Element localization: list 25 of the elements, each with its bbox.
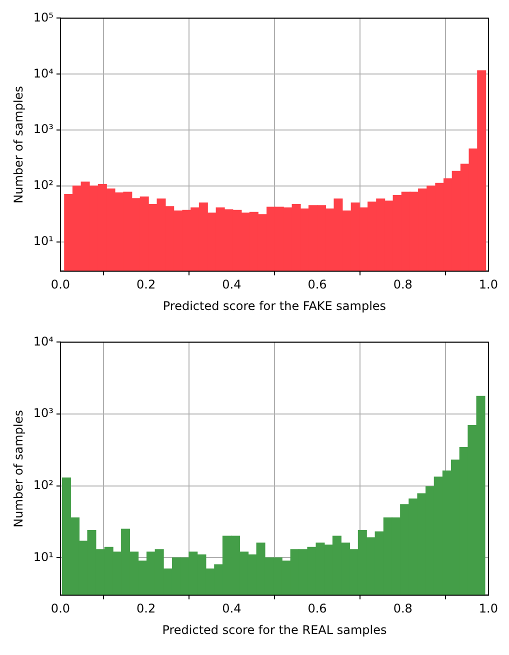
y-axis-title: Number of samples (11, 86, 26, 204)
x-tick-label: 0.0 (50, 278, 70, 292)
y-tick-label: 10⁴ (33, 66, 54, 80)
x-tick-label: 0.8 (393, 278, 412, 292)
x-tick-label: 0.2 (136, 278, 156, 292)
y-tick-label: 10² (33, 478, 54, 492)
x-tick-label: 0.4 (222, 602, 242, 616)
y-tick-label: 10³ (33, 406, 54, 420)
x-tick-label: 0.0 (50, 602, 70, 616)
x-tick-label: 1.0 (478, 602, 498, 616)
y-tick-label: 10³ (33, 122, 54, 136)
y-tick-label: 10¹ (33, 550, 54, 564)
y-tick-label: 10⁵ (33, 10, 54, 24)
x-tick-label: 0.8 (393, 602, 412, 616)
x-tick-label: 0.2 (136, 602, 156, 616)
x-tick-label: 0.6 (308, 278, 327, 292)
y-tick-label: 10¹ (33, 234, 54, 248)
x-axis-title: Predicted score for the FAKE samples (162, 298, 386, 313)
y-axis-title: Number of samples (11, 410, 26, 528)
y-tick-label: 10⁴ (33, 334, 54, 348)
x-axis-title: Predicted score for the REAL samples (162, 622, 387, 637)
y-tick-label: 10² (33, 178, 54, 192)
x-tick-label: 1.0 (478, 278, 498, 292)
x-tick-label: 0.6 (308, 602, 327, 616)
x-tick-label: 0.4 (222, 278, 242, 292)
